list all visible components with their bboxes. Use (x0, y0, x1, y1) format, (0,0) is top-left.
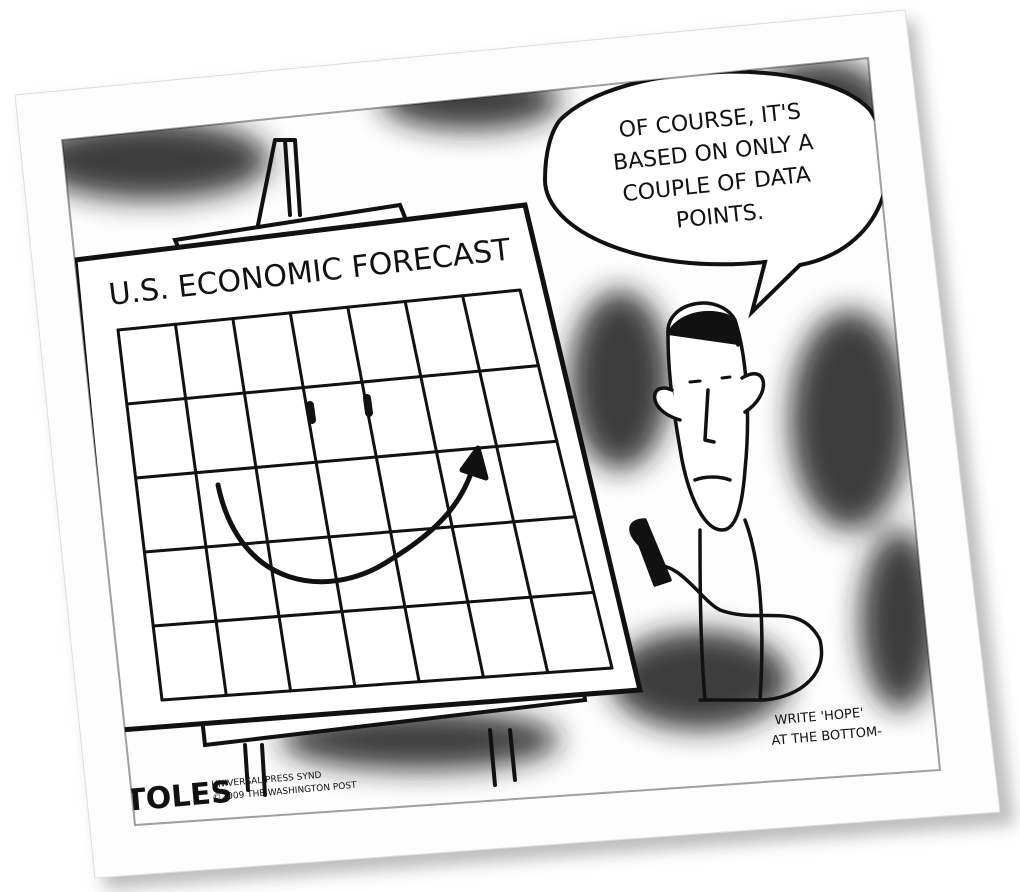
grid-line (231, 317, 293, 693)
drawing: U.S. ECONOMIC FORECAST OF COURSE, IT'S B… (62, 60, 940, 819)
man (629, 301, 824, 702)
grid-line (288, 311, 357, 688)
grid-line (403, 299, 485, 679)
grid-line (151, 590, 596, 628)
grid (116, 288, 614, 702)
grid-line (142, 515, 577, 554)
grid-line (116, 288, 522, 332)
speech-bubble (542, 69, 890, 319)
grid-line (160, 666, 614, 702)
grid-line (134, 439, 559, 480)
grid-line (173, 322, 228, 697)
grid-line (518, 288, 614, 670)
grid-line (346, 305, 421, 684)
grid-line (461, 294, 550, 675)
frame (60, 56, 942, 827)
grid-line (125, 364, 540, 406)
grid-line (116, 328, 164, 702)
easel-legs (243, 138, 517, 797)
smiley (215, 394, 489, 585)
